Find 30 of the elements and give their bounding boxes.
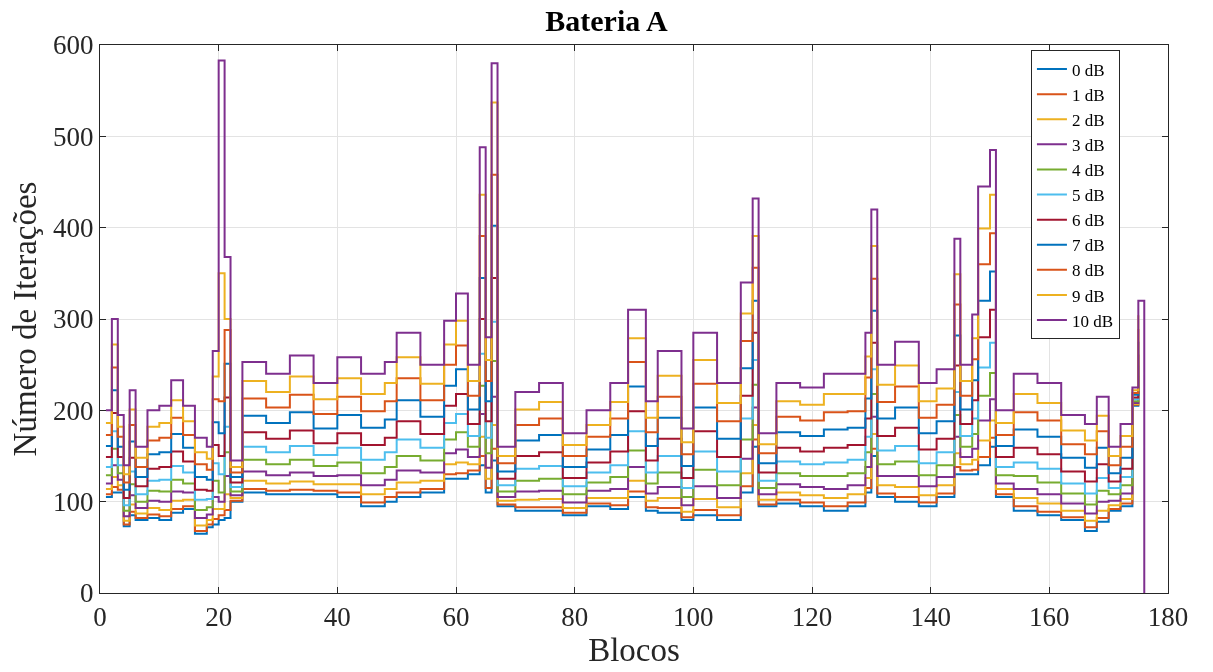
x-tick-label: 80 [561, 602, 589, 633]
legend-label: 8 dB [1071, 261, 1105, 281]
x-tick-label: 40 [323, 602, 351, 633]
legend-label: 6 dB [1071, 211, 1105, 231]
y-tick-label: 100 [53, 487, 94, 518]
x-tick-label: 140 [910, 602, 951, 633]
legend-label: 4 dB [1071, 161, 1105, 181]
y-axis-title: Número de Iterações [7, 181, 44, 457]
y-tick-label: 0 [80, 578, 94, 609]
legend-label: 1 dB [1071, 85, 1105, 105]
y-tick-label: 200 [53, 395, 94, 426]
x-tick-label: 60 [442, 602, 470, 633]
y-tick-label: 400 [53, 213, 94, 244]
x-tick-label: 180 [1147, 602, 1189, 633]
legend-label: 9 dB [1071, 286, 1105, 306]
legend-label: 10 dB [1071, 311, 1114, 331]
legend-label: 3 dB [1071, 135, 1105, 155]
chart-title: Bateria A [545, 4, 669, 38]
x-axis-title: Blocos [588, 632, 680, 669]
x-tick-label: 100 [673, 602, 714, 633]
y-tick-label: 300 [53, 304, 94, 335]
legend-label: 7 dB [1071, 236, 1105, 256]
legend-label: 5 dB [1071, 186, 1105, 206]
y-tick-label: 600 [53, 30, 94, 61]
legend-label: 2 dB [1071, 110, 1105, 130]
x-tick-label: 20 [205, 602, 233, 633]
legend-label: 0 dB [1071, 60, 1105, 80]
y-tick-label: 500 [53, 121, 94, 152]
x-tick-label: 120 [791, 602, 833, 633]
x-tick-label: 160 [1029, 602, 1070, 633]
